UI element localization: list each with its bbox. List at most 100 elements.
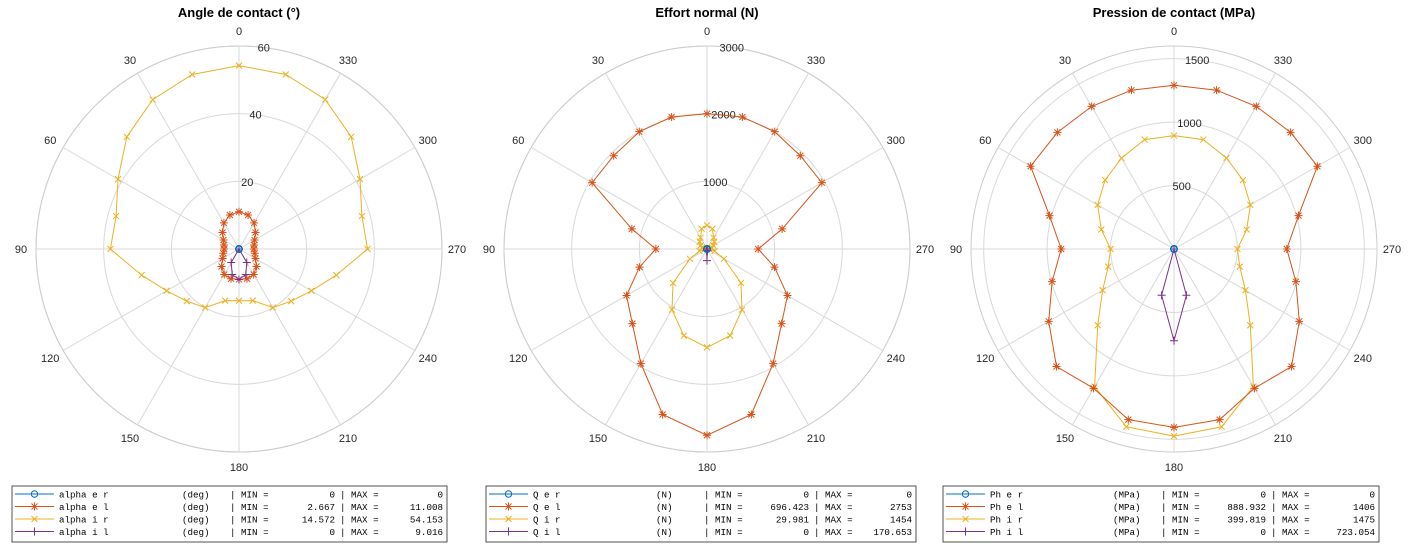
theta-tick-label: 270 <box>916 244 934 256</box>
legend-marker <box>504 490 513 498</box>
data-point <box>1170 336 1178 345</box>
grid-spoke <box>1173 72 1276 250</box>
legend-unit: (deg) <box>182 502 210 513</box>
legend-min-label: | MIN = <box>1161 490 1200 501</box>
data-point <box>1170 81 1178 90</box>
legend-min-value: 2.667 <box>307 502 335 513</box>
series-Ph-e-l <box>1026 81 1322 432</box>
polar-panel-2: Effort normal (N) 0 30 60 90 120 150 180 210 240 2… <box>483 5 934 543</box>
data-point <box>1291 277 1300 286</box>
legend-unit: (MPa) <box>1113 515 1141 526</box>
data-point <box>123 133 131 141</box>
data-point <box>588 178 597 187</box>
series-Q-e-l <box>588 109 826 440</box>
legend-unit: (MPa) <box>1113 490 1141 501</box>
grid-spoke <box>706 248 809 426</box>
legend-min-label: | MIN = <box>1161 527 1200 538</box>
grid-spoke <box>1173 248 1276 426</box>
data-point <box>817 178 826 187</box>
data-point <box>221 297 229 304</box>
legend-min-value: 29.981 <box>776 515 810 526</box>
r-tick-label: 40 <box>249 110 261 122</box>
data-point <box>769 359 778 368</box>
data-point <box>219 249 228 258</box>
data-point <box>308 287 315 295</box>
grid-spoke <box>706 147 884 250</box>
theta-tick-label: 0 <box>1171 26 1177 38</box>
legend-series-name: alpha e l <box>59 502 109 513</box>
legend-max-value: 54.153 <box>410 515 443 526</box>
grid-spoke <box>997 147 1175 250</box>
r-tick-label: 1000 <box>1177 118 1201 130</box>
data-point <box>651 245 660 253</box>
legend-max-value: 11.008 <box>410 502 443 513</box>
legend-entry: Q i l (N) | MIN = 0 | MAX = 170.653 <box>489 527 912 538</box>
data-point <box>1094 201 1101 209</box>
legend-max-label: | MAX = <box>1271 502 1310 513</box>
data-point <box>244 211 253 220</box>
theta-tick-label: 60 <box>44 135 56 147</box>
data-point <box>668 306 676 314</box>
data-point <box>635 127 644 136</box>
data-point <box>249 270 258 279</box>
theta-tick-label: 270 <box>448 244 466 256</box>
legend-entry: Q e l (N) | MIN = 696.423 | MAX = 2753 <box>489 502 912 513</box>
data-point <box>219 218 228 227</box>
legend-min-value: 0 <box>329 527 335 538</box>
data-point <box>252 262 261 271</box>
data-point <box>1101 176 1109 184</box>
data-point <box>1089 384 1098 393</box>
data-point <box>1286 128 1295 137</box>
data-point <box>218 228 227 237</box>
data-point <box>235 207 243 216</box>
theta-tick-label: 90 <box>950 244 962 256</box>
data-point <box>1087 102 1096 111</box>
data-point <box>107 245 114 253</box>
data-point <box>709 225 716 233</box>
data-point <box>235 297 243 305</box>
theta-tick-label: 210 <box>1274 433 1292 445</box>
legend-max-value: 0 <box>906 490 912 501</box>
data-point <box>235 245 243 253</box>
data-point <box>242 274 251 283</box>
legend-entry: Ph i l (MPa) | MIN = 0 | MAX = 723.054 <box>946 527 1375 538</box>
data-point <box>1097 226 1105 233</box>
data-point <box>1199 136 1207 143</box>
theta-tick-label: 300 <box>1354 135 1372 147</box>
series-alpha-e-l <box>217 207 261 284</box>
r-tick-label: 1000 <box>703 177 727 189</box>
grid-spoke <box>530 147 708 250</box>
data-point <box>1252 102 1261 111</box>
grid-spoke <box>997 248 1175 351</box>
data-point <box>364 245 371 253</box>
legend-min-value: 399.819 <box>1227 515 1266 526</box>
data-point <box>669 279 677 287</box>
data-point <box>347 133 355 141</box>
grid-spoke <box>137 72 240 250</box>
data-point <box>1170 432 1178 440</box>
theta-tick-label: 30 <box>592 55 604 67</box>
grid-spoke <box>605 72 708 250</box>
data-point <box>1294 211 1303 220</box>
grid-spoke <box>62 248 240 351</box>
data-point <box>703 245 711 253</box>
legend-series-name: Q e r <box>533 490 561 501</box>
data-point <box>726 332 734 339</box>
legend-series-name: alpha e r <box>59 490 109 501</box>
data-point <box>1118 154 1125 162</box>
data-point <box>1247 201 1254 209</box>
theta-tick-label: 150 <box>121 433 139 445</box>
legend-min-value: 0 <box>329 490 335 501</box>
grid-spoke <box>137 248 240 426</box>
data-point <box>149 96 157 103</box>
legend-entry: Ph i r (MPa) | MIN = 399.819 | MAX = 1475 <box>946 515 1375 526</box>
legend: alpha e r (deg) | MIN = 0 | MAX = 0 alpha e l (… <box>11 485 448 543</box>
legend: Q e r (N) | MIN = 0 | MAX = 0 Q e l (N) | MIN = 6… <box>485 485 917 543</box>
data-point <box>1127 86 1136 95</box>
data-point <box>1107 245 1114 253</box>
data-point <box>1234 245 1241 253</box>
legend-min-value: 0 <box>803 490 809 501</box>
data-point <box>1287 362 1296 371</box>
theta-tick-label: 120 <box>41 353 59 365</box>
